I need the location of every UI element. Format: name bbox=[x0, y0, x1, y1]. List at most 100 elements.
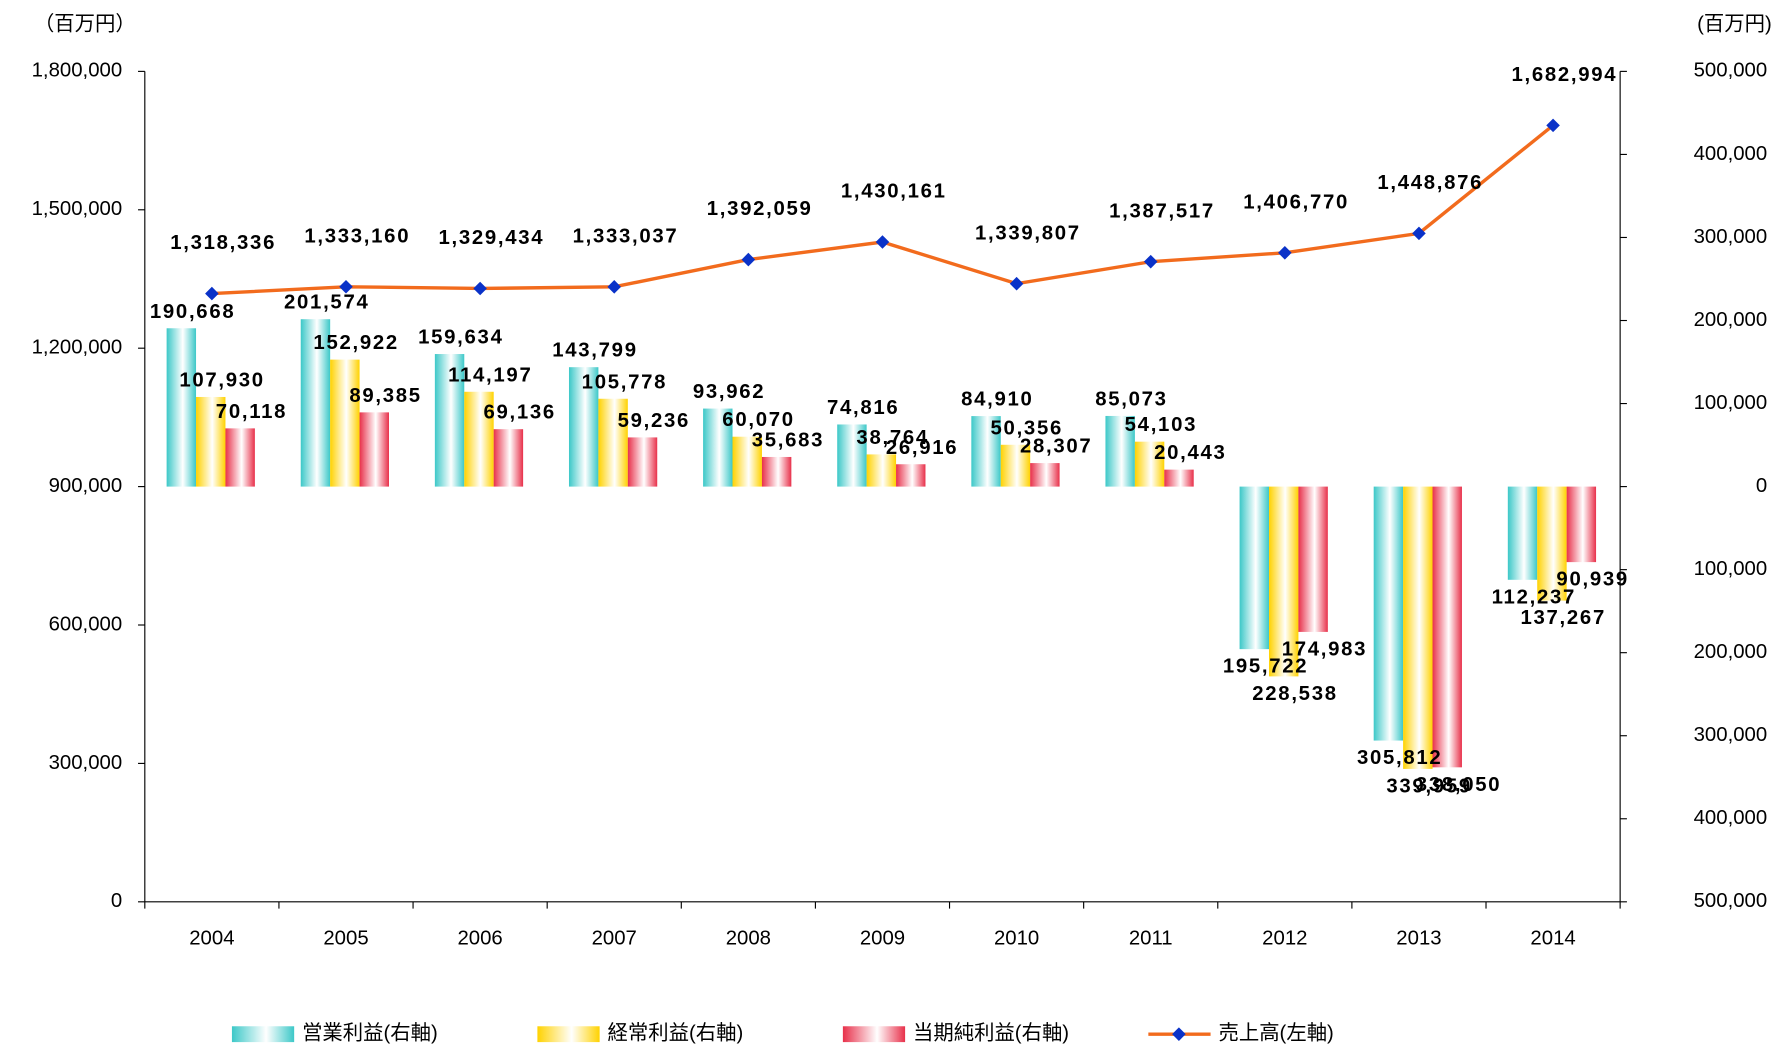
value-label: 20,443 bbox=[1154, 442, 1226, 464]
x-tick-label: 2011 bbox=[1129, 928, 1173, 950]
bar bbox=[837, 424, 867, 487]
value-label: 114,197 bbox=[448, 364, 532, 386]
value-label: 70,118 bbox=[216, 401, 287, 423]
value-label: 59,236 bbox=[618, 410, 690, 432]
marker bbox=[1412, 226, 1426, 241]
value-label: 1,406,770 bbox=[1243, 191, 1349, 213]
y-tick-label: 0 bbox=[111, 890, 122, 912]
bar bbox=[598, 398, 628, 487]
legend-label: 経常利益(右軸) bbox=[608, 1022, 744, 1045]
value-label: 26,916 bbox=[886, 437, 958, 459]
line bbox=[211, 124, 1555, 296]
bar bbox=[1030, 463, 1060, 487]
value-label: 60,070 bbox=[722, 409, 794, 431]
bar bbox=[1105, 415, 1135, 487]
bar bbox=[300, 319, 331, 487]
y2-tick-label: 500,000 bbox=[1694, 60, 1768, 82]
y2-tick-label: 500,000 bbox=[1694, 890, 1768, 912]
value-label: 85,073 bbox=[1095, 388, 1167, 410]
value-label: 107,930 bbox=[179, 370, 264, 392]
x-tick-label: 2008 bbox=[726, 928, 771, 950]
x-tick-label: 2013 bbox=[1396, 928, 1441, 950]
value-label: 143,799 bbox=[552, 340, 637, 362]
bar bbox=[1268, 486, 1299, 677]
bar bbox=[1239, 486, 1269, 650]
bar bbox=[866, 454, 897, 487]
bar bbox=[896, 464, 926, 487]
value-label: 54,103 bbox=[1125, 414, 1197, 436]
value-label: 84,910 bbox=[961, 389, 1033, 411]
marker bbox=[1143, 254, 1158, 269]
bar bbox=[1403, 486, 1433, 769]
y2-tick-label: 100,000 bbox=[1694, 558, 1768, 580]
bar bbox=[1507, 486, 1538, 580]
bar bbox=[703, 408, 733, 487]
legend-swatch bbox=[842, 1026, 906, 1043]
bar bbox=[464, 391, 494, 487]
y-unit: （百万円） bbox=[34, 12, 136, 35]
value-label: 90,939 bbox=[1556, 569, 1628, 591]
legend-label: 営業利益(右軸) bbox=[302, 1022, 438, 1045]
legend-marker bbox=[1172, 1027, 1186, 1041]
bar bbox=[1000, 444, 1031, 487]
value-label: 1,392,059 bbox=[707, 198, 813, 220]
y2-tick-label: 100,000 bbox=[1694, 392, 1768, 414]
value-label: 93,962 bbox=[693, 381, 765, 403]
legend-label: 売上高(左軸) bbox=[1218, 1022, 1333, 1045]
marker bbox=[875, 235, 890, 249]
y2-tick-label: 300,000 bbox=[1694, 226, 1768, 248]
bar bbox=[166, 328, 197, 487]
value-label: 190,668 bbox=[150, 301, 235, 323]
marker bbox=[741, 252, 756, 267]
value-label: 1,387,517 bbox=[1109, 200, 1215, 222]
marker bbox=[1546, 118, 1560, 133]
bar bbox=[732, 436, 762, 487]
bar bbox=[330, 359, 360, 487]
x-tick-label: 2004 bbox=[189, 928, 234, 950]
legend-swatch bbox=[231, 1026, 295, 1043]
y2-unit: (百万円) bbox=[1697, 13, 1772, 35]
value-label: 174,983 bbox=[1282, 638, 1367, 660]
bar bbox=[493, 429, 524, 487]
value-label: 1,682,994 bbox=[1511, 64, 1617, 86]
value-label: 195,722 bbox=[1223, 656, 1308, 678]
y2-tick-label: 200,000 bbox=[1694, 641, 1768, 663]
bar bbox=[1134, 441, 1165, 487]
bar bbox=[1537, 486, 1567, 601]
bar bbox=[1298, 486, 1328, 632]
y2-tick-label: 200,000 bbox=[1694, 309, 1768, 331]
y2-tick-label: 0 bbox=[1756, 475, 1767, 497]
bar bbox=[359, 412, 389, 487]
value-label: 305,812 bbox=[1357, 747, 1442, 769]
bar bbox=[971, 416, 1001, 487]
bar bbox=[1432, 486, 1462, 768]
legend-swatch bbox=[537, 1026, 600, 1043]
value-label: 28,307 bbox=[1020, 436, 1092, 458]
value-label: 1,448,876 bbox=[1377, 172, 1483, 194]
bar bbox=[1164, 469, 1194, 487]
y-tick-label: 1,500,000 bbox=[32, 198, 123, 220]
marker bbox=[205, 286, 219, 301]
value-label: 152,922 bbox=[313, 332, 398, 354]
y-tick-label: 600,000 bbox=[49, 613, 123, 635]
bar bbox=[627, 437, 658, 487]
value-label: 69,136 bbox=[483, 402, 555, 424]
bar bbox=[196, 396, 226, 487]
bar bbox=[1373, 486, 1404, 741]
marker bbox=[473, 281, 487, 296]
value-label: 105,778 bbox=[582, 371, 667, 393]
marker bbox=[1009, 276, 1024, 291]
value-label: 339,959 bbox=[1386, 775, 1471, 797]
legend-label: 当期純利益(右軸) bbox=[913, 1022, 1069, 1045]
y-tick-label: 300,000 bbox=[49, 752, 123, 774]
x-tick-label: 2012 bbox=[1262, 928, 1307, 950]
value-label: 338,050 bbox=[1416, 774, 1501, 796]
bar bbox=[225, 428, 255, 487]
x-tick-label: 2010 bbox=[994, 928, 1039, 950]
value-label: 112,237 bbox=[1492, 586, 1576, 608]
marker bbox=[607, 280, 622, 294]
value-label: 89,385 bbox=[349, 385, 421, 407]
value-label: 1,333,160 bbox=[304, 225, 410, 247]
bar bbox=[568, 367, 599, 487]
